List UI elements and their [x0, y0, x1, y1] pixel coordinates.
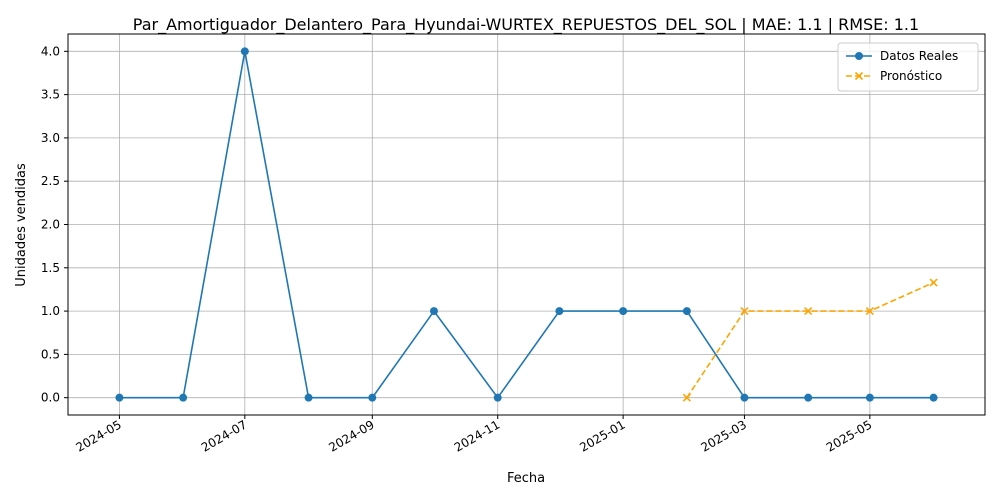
- data-point: [555, 307, 564, 316]
- y-tick-label: 2.0: [41, 218, 60, 232]
- x-tick-label: 2025-05: [824, 417, 874, 454]
- data-point: [304, 393, 313, 402]
- data-point: [740, 393, 749, 402]
- data-point: [929, 393, 938, 402]
- y-tick-label: 0.0: [41, 391, 60, 405]
- y-tick-label: 0.5: [41, 347, 60, 361]
- data-point: [429, 307, 438, 316]
- data-point: [240, 47, 249, 56]
- x-tick-label: 2024-05: [73, 417, 123, 454]
- forecast-point: [740, 307, 749, 316]
- legend-marker: [854, 71, 864, 81]
- legend-label: Datos Reales: [880, 49, 958, 63]
- x-tick-label: 2024-09: [326, 417, 376, 454]
- legend-marker: [855, 52, 863, 60]
- grid-lines: [68, 34, 985, 415]
- y-tick-label: 1.5: [41, 261, 60, 275]
- x-axis-label: Fecha: [507, 471, 545, 486]
- series-group: [115, 47, 938, 402]
- forecast-point: [804, 307, 813, 316]
- series-line: [119, 51, 934, 400]
- y-tick-label: 1.0: [41, 304, 60, 318]
- data-point: [804, 393, 813, 402]
- y-tick-label: 4.0: [41, 44, 60, 58]
- y-tick-label: 2.5: [41, 174, 60, 188]
- data-point: [115, 393, 124, 402]
- x-tick-label: 2025-03: [699, 417, 749, 454]
- legend: Datos Reales Pronóstico: [837, 42, 979, 92]
- y-tick-label: 3.5: [41, 88, 60, 102]
- x-tick-label: 2024-11: [452, 417, 502, 454]
- forecast-point: [865, 307, 874, 316]
- data-point: [493, 393, 502, 402]
- data-point: [682, 307, 691, 316]
- x-tick-label: 2025-01: [577, 417, 627, 454]
- data-point: [179, 393, 188, 402]
- forecast-point: [929, 278, 938, 287]
- legend-box: [837, 42, 979, 92]
- chart-title: Par_Amortiguador_Delantero_Para_Hyundai-…: [133, 15, 919, 35]
- data-point: [619, 307, 628, 316]
- x-axis-ticks: 2024-05 2024-07 2024-09 2024-11 2025-01 2025-…: [73, 415, 874, 455]
- legend-label: Pronóstico: [880, 69, 942, 83]
- y-axis-label: Unidades vendidas: [14, 163, 29, 287]
- data-point: [865, 393, 874, 402]
- y-tick-label: 3.0: [41, 131, 60, 145]
- plot-frame: [67, 33, 986, 416]
- x-tick-label: 2024-07: [199, 417, 249, 454]
- series-line: [686, 281, 934, 399]
- data-point: [368, 393, 377, 402]
- y-axis-ticks: 0.0 0.5 1.0 1.5 2.0 2.5 3.0 3.5 4.0: [41, 44, 68, 405]
- forecast-point: [682, 393, 691, 402]
